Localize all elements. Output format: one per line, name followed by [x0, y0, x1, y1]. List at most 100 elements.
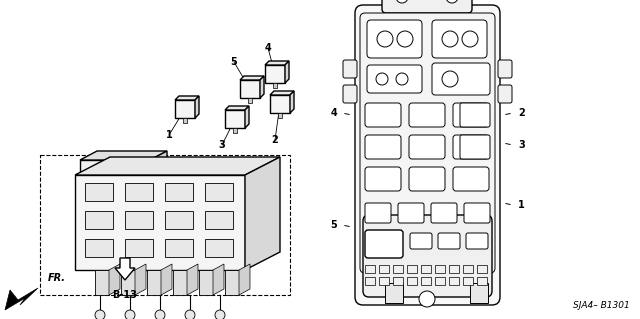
- Bar: [147, 270, 161, 295]
- FancyBboxPatch shape: [343, 60, 357, 78]
- FancyBboxPatch shape: [410, 233, 432, 249]
- FancyBboxPatch shape: [453, 135, 489, 159]
- Bar: [233, 128, 237, 133]
- Text: 4: 4: [264, 43, 271, 53]
- Circle shape: [215, 310, 225, 319]
- Polygon shape: [150, 151, 167, 200]
- Circle shape: [462, 31, 478, 47]
- Polygon shape: [109, 264, 120, 295]
- Bar: [248, 98, 252, 103]
- Bar: [463, 277, 473, 285]
- Text: 4: 4: [330, 108, 337, 118]
- Bar: [205, 239, 233, 257]
- Polygon shape: [213, 264, 224, 295]
- FancyBboxPatch shape: [432, 63, 490, 95]
- Polygon shape: [175, 96, 199, 100]
- Circle shape: [125, 310, 135, 319]
- Text: 1: 1: [518, 200, 525, 210]
- Polygon shape: [265, 65, 285, 83]
- Bar: [278, 113, 282, 118]
- Polygon shape: [225, 106, 249, 110]
- Polygon shape: [285, 61, 289, 83]
- Text: 5: 5: [330, 220, 337, 230]
- Bar: [407, 277, 417, 285]
- FancyBboxPatch shape: [365, 167, 401, 191]
- Circle shape: [377, 31, 393, 47]
- Text: B-13: B-13: [113, 290, 138, 300]
- Circle shape: [446, 0, 458, 3]
- Polygon shape: [80, 160, 150, 200]
- FancyBboxPatch shape: [355, 5, 500, 305]
- FancyBboxPatch shape: [365, 103, 401, 127]
- Bar: [125, 211, 153, 229]
- Polygon shape: [115, 258, 135, 280]
- Polygon shape: [5, 288, 38, 310]
- Polygon shape: [161, 264, 172, 295]
- FancyBboxPatch shape: [409, 167, 445, 191]
- FancyBboxPatch shape: [409, 135, 445, 159]
- Bar: [435, 277, 445, 285]
- Bar: [365, 277, 375, 285]
- Polygon shape: [265, 61, 289, 65]
- Bar: [385, 283, 403, 303]
- Bar: [165, 183, 193, 201]
- FancyBboxPatch shape: [453, 103, 489, 127]
- FancyBboxPatch shape: [438, 233, 460, 249]
- Polygon shape: [135, 264, 146, 295]
- FancyBboxPatch shape: [343, 85, 357, 103]
- Polygon shape: [270, 95, 290, 113]
- Polygon shape: [75, 157, 280, 175]
- Circle shape: [397, 31, 413, 47]
- Polygon shape: [80, 151, 167, 160]
- Text: 2: 2: [271, 135, 278, 145]
- Circle shape: [185, 310, 195, 319]
- Bar: [463, 265, 473, 273]
- Polygon shape: [260, 76, 264, 98]
- Bar: [125, 239, 153, 257]
- Bar: [165, 239, 193, 257]
- FancyBboxPatch shape: [431, 203, 457, 223]
- Circle shape: [442, 71, 458, 87]
- Bar: [165, 211, 193, 229]
- FancyBboxPatch shape: [460, 135, 490, 159]
- Bar: [449, 265, 459, 273]
- Circle shape: [95, 310, 105, 319]
- Polygon shape: [245, 106, 249, 128]
- Bar: [85, 211, 113, 229]
- FancyBboxPatch shape: [432, 20, 487, 58]
- Text: 1: 1: [166, 130, 172, 140]
- Circle shape: [396, 0, 408, 3]
- Circle shape: [442, 31, 458, 47]
- FancyBboxPatch shape: [363, 215, 492, 297]
- Text: FR.: FR.: [48, 273, 66, 283]
- FancyBboxPatch shape: [365, 230, 403, 258]
- Polygon shape: [75, 175, 245, 270]
- FancyBboxPatch shape: [382, 0, 472, 13]
- Bar: [365, 265, 375, 273]
- Bar: [273, 83, 277, 88]
- Bar: [225, 270, 239, 295]
- Bar: [125, 183, 153, 201]
- Bar: [379, 265, 389, 273]
- Bar: [379, 277, 389, 285]
- Text: 3: 3: [219, 140, 225, 150]
- Bar: [470, 283, 488, 303]
- Polygon shape: [240, 76, 264, 80]
- FancyBboxPatch shape: [453, 167, 489, 191]
- Bar: [183, 118, 187, 123]
- Bar: [421, 265, 431, 273]
- Bar: [95, 270, 109, 295]
- FancyBboxPatch shape: [367, 20, 422, 58]
- Bar: [421, 277, 431, 285]
- Bar: [85, 239, 113, 257]
- Polygon shape: [270, 91, 294, 95]
- Text: SJA4– B1301: SJA4– B1301: [573, 301, 630, 310]
- FancyBboxPatch shape: [360, 13, 495, 273]
- FancyBboxPatch shape: [498, 85, 512, 103]
- Text: 3: 3: [518, 140, 525, 150]
- FancyBboxPatch shape: [466, 233, 488, 249]
- Bar: [477, 277, 487, 285]
- Bar: [173, 270, 187, 295]
- Bar: [85, 183, 113, 201]
- Bar: [477, 265, 487, 273]
